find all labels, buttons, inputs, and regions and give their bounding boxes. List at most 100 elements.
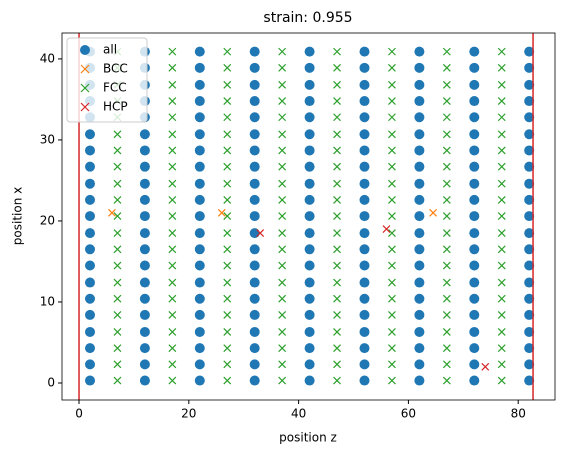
y-tick-label: 40 xyxy=(40,51,55,65)
point xyxy=(194,309,205,320)
point xyxy=(249,145,260,156)
x-marker xyxy=(168,311,177,319)
point xyxy=(469,228,480,239)
point xyxy=(194,145,205,156)
x-marker xyxy=(168,130,177,139)
point xyxy=(84,228,95,239)
point xyxy=(524,260,535,271)
point xyxy=(304,211,315,222)
x-marker xyxy=(388,97,396,105)
point xyxy=(359,326,370,337)
x-marker xyxy=(223,376,232,385)
point xyxy=(524,46,535,57)
x-marker xyxy=(278,47,287,56)
x-marker xyxy=(497,376,506,385)
point xyxy=(304,62,315,73)
point xyxy=(194,244,205,255)
x-marker xyxy=(333,311,341,319)
x-marker xyxy=(168,278,177,287)
x-tick-label: 80 xyxy=(511,407,526,421)
point xyxy=(249,277,260,288)
x-marker xyxy=(497,294,506,303)
point xyxy=(249,343,260,354)
x-marker xyxy=(217,208,226,217)
x-marker xyxy=(388,328,396,336)
x-marker xyxy=(333,113,341,122)
point xyxy=(359,161,370,172)
x-marker xyxy=(388,113,396,122)
x-marker xyxy=(388,130,396,139)
x-marker xyxy=(442,360,451,369)
x-marker xyxy=(388,212,396,221)
point xyxy=(139,178,150,189)
point xyxy=(359,293,370,304)
x-marker xyxy=(168,294,177,303)
x-marker xyxy=(333,146,341,155)
point xyxy=(469,112,480,123)
point xyxy=(84,260,95,271)
x-marker xyxy=(442,146,451,155)
y-tick-label: 30 xyxy=(40,132,55,146)
point xyxy=(469,211,480,222)
point xyxy=(139,145,150,156)
point xyxy=(249,211,260,222)
point xyxy=(524,145,535,156)
x-marker xyxy=(168,80,177,89)
x-marker xyxy=(333,294,341,303)
y-tick-label: 20 xyxy=(40,213,55,227)
point xyxy=(194,79,205,90)
point xyxy=(524,293,535,304)
point xyxy=(139,359,150,370)
point xyxy=(469,79,480,90)
point xyxy=(524,375,535,386)
legend-label: FCC xyxy=(103,81,127,95)
point xyxy=(194,112,205,123)
x-marker xyxy=(497,113,506,122)
point xyxy=(469,260,480,271)
x-marker xyxy=(278,311,287,319)
point xyxy=(194,293,205,304)
x-marker xyxy=(388,47,396,56)
x-tick-label: 60 xyxy=(401,407,416,421)
point xyxy=(84,161,95,172)
point xyxy=(524,161,535,172)
x-marker xyxy=(333,195,341,204)
x-marker xyxy=(497,278,506,287)
x-marker xyxy=(497,344,506,353)
point xyxy=(304,96,315,107)
x-marker xyxy=(497,162,506,171)
point xyxy=(194,96,205,107)
x-marker xyxy=(278,229,287,238)
x-marker xyxy=(333,261,341,270)
point xyxy=(139,375,150,386)
point xyxy=(414,277,425,288)
point xyxy=(469,244,480,255)
point xyxy=(469,145,480,156)
point xyxy=(304,326,315,337)
x-marker xyxy=(223,113,232,122)
x-marker xyxy=(113,376,122,385)
y-tick-label: 0 xyxy=(47,375,55,389)
legend-marker xyxy=(80,102,90,112)
x-marker xyxy=(168,360,177,369)
x-marker xyxy=(442,97,451,105)
point xyxy=(194,62,205,73)
x-marker xyxy=(278,80,287,89)
x-marker xyxy=(388,179,396,188)
x-marker xyxy=(223,344,232,353)
x-tick-label: 40 xyxy=(291,407,306,421)
x-marker xyxy=(113,328,122,336)
x-marker xyxy=(497,360,506,369)
x-marker xyxy=(388,278,396,287)
x-marker xyxy=(497,47,506,56)
x-marker xyxy=(388,311,396,319)
point xyxy=(194,326,205,337)
point xyxy=(304,178,315,189)
x-marker xyxy=(442,63,451,72)
x-marker xyxy=(278,344,287,353)
point xyxy=(414,62,425,73)
x-axis-label: position z xyxy=(279,431,337,445)
point xyxy=(84,129,95,140)
x-marker xyxy=(333,80,341,89)
x-marker xyxy=(442,179,451,188)
